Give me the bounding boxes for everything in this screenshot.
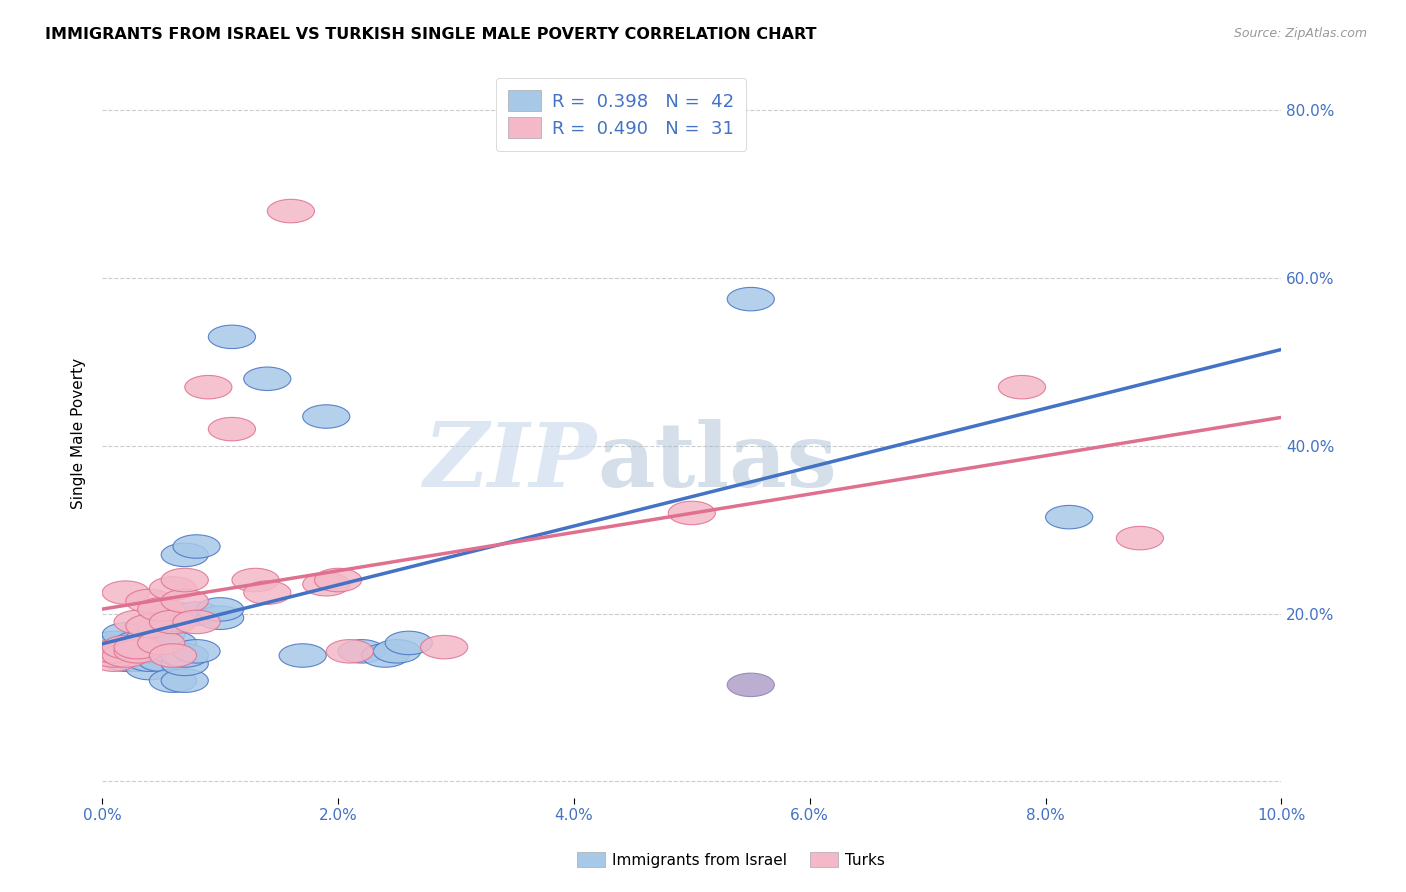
Ellipse shape [125, 657, 173, 680]
Text: ZIP: ZIP [425, 419, 598, 506]
Ellipse shape [103, 581, 149, 605]
Legend: R =  0.398   N =  42, R =  0.490   N =  31: R = 0.398 N = 42, R = 0.490 N = 31 [496, 78, 747, 151]
Ellipse shape [149, 632, 197, 655]
Ellipse shape [103, 623, 149, 647]
Ellipse shape [162, 644, 208, 667]
Ellipse shape [197, 606, 243, 630]
Text: atlas: atlas [598, 419, 837, 506]
Ellipse shape [162, 568, 208, 591]
Ellipse shape [208, 325, 256, 349]
Ellipse shape [149, 644, 197, 667]
Ellipse shape [125, 590, 173, 613]
Ellipse shape [173, 602, 221, 625]
Ellipse shape [125, 627, 173, 650]
Ellipse shape [114, 610, 162, 633]
Ellipse shape [149, 640, 197, 663]
Ellipse shape [138, 623, 184, 647]
Ellipse shape [90, 644, 138, 667]
Ellipse shape [998, 376, 1046, 399]
Ellipse shape [243, 367, 291, 391]
Y-axis label: Single Male Poverty: Single Male Poverty [72, 358, 86, 508]
Ellipse shape [1116, 526, 1164, 549]
Ellipse shape [125, 648, 173, 672]
Ellipse shape [162, 652, 208, 675]
Ellipse shape [173, 535, 221, 558]
Ellipse shape [103, 640, 149, 663]
Ellipse shape [149, 602, 197, 625]
Ellipse shape [162, 590, 208, 613]
Ellipse shape [90, 640, 138, 663]
Text: Source: ZipAtlas.com: Source: ZipAtlas.com [1233, 27, 1367, 40]
Ellipse shape [114, 640, 162, 663]
Text: IMMIGRANTS FROM ISRAEL VS TURKISH SINGLE MALE POVERTY CORRELATION CHART: IMMIGRANTS FROM ISRAEL VS TURKISH SINGLE… [45, 27, 817, 42]
Ellipse shape [149, 577, 197, 600]
Ellipse shape [90, 640, 138, 663]
Ellipse shape [361, 644, 409, 667]
Ellipse shape [103, 635, 149, 659]
Ellipse shape [138, 598, 184, 621]
Ellipse shape [232, 568, 278, 591]
Ellipse shape [668, 501, 716, 524]
Ellipse shape [162, 669, 208, 692]
Ellipse shape [162, 543, 208, 566]
Ellipse shape [727, 673, 775, 697]
Ellipse shape [149, 610, 197, 633]
Ellipse shape [173, 610, 221, 633]
Ellipse shape [326, 640, 374, 663]
Ellipse shape [149, 669, 197, 692]
Ellipse shape [90, 632, 138, 655]
Ellipse shape [90, 635, 138, 659]
Ellipse shape [103, 635, 149, 659]
Ellipse shape [302, 573, 350, 596]
Ellipse shape [138, 635, 184, 659]
Legend: Immigrants from Israel, Turks: Immigrants from Israel, Turks [571, 846, 891, 873]
Ellipse shape [103, 644, 149, 667]
Ellipse shape [267, 199, 315, 223]
Ellipse shape [385, 632, 433, 655]
Ellipse shape [138, 615, 184, 638]
Ellipse shape [374, 640, 420, 663]
Ellipse shape [243, 581, 291, 605]
Ellipse shape [727, 287, 775, 311]
Ellipse shape [1046, 506, 1092, 529]
Ellipse shape [138, 648, 184, 672]
Ellipse shape [125, 640, 173, 663]
Ellipse shape [138, 632, 184, 655]
Ellipse shape [125, 615, 173, 638]
Ellipse shape [173, 640, 221, 663]
Ellipse shape [90, 648, 138, 672]
Ellipse shape [114, 632, 162, 655]
Ellipse shape [337, 640, 385, 663]
Ellipse shape [114, 635, 162, 659]
Ellipse shape [114, 648, 162, 672]
Ellipse shape [302, 405, 350, 428]
Ellipse shape [208, 417, 256, 441]
Ellipse shape [114, 640, 162, 663]
Ellipse shape [103, 648, 149, 672]
Ellipse shape [315, 568, 361, 591]
Ellipse shape [197, 598, 243, 621]
Ellipse shape [184, 376, 232, 399]
Ellipse shape [114, 644, 162, 667]
Ellipse shape [420, 635, 468, 659]
Ellipse shape [278, 644, 326, 667]
